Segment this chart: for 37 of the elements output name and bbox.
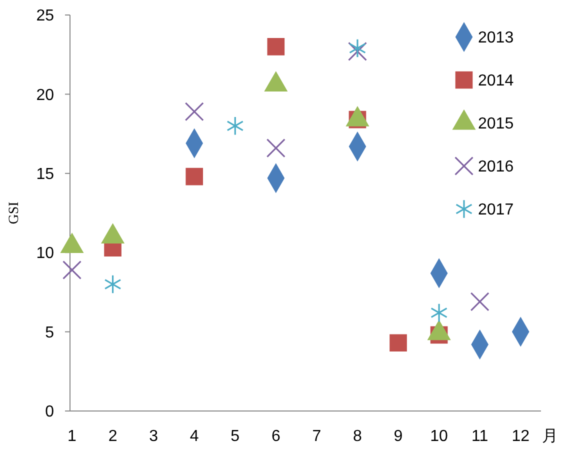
point — [266, 138, 286, 158]
y-tick-label: 20 — [36, 86, 54, 104]
legend-label: 2014 — [478, 72, 514, 90]
x-tick-label: 2 — [108, 428, 118, 445]
y-tick-label: 0 — [45, 404, 54, 421]
x-tick-label: 8 — [353, 428, 362, 445]
point — [186, 168, 204, 186]
y-tick-label: 5 — [45, 324, 54, 342]
point — [226, 116, 244, 136]
x-tick-label: 11 — [472, 428, 488, 445]
x-tick-label: 6 — [271, 428, 280, 445]
y-tick-label: 10 — [36, 245, 54, 262]
y-tick-label: 15 — [36, 166, 54, 183]
x-tick-label: 12 — [512, 428, 530, 445]
x-tick-label: 9 — [394, 428, 403, 445]
legend-label: 2013 — [478, 30, 514, 47]
point — [348, 42, 367, 61]
legend-label: 2015 — [478, 116, 514, 133]
legend-label: 2017 — [478, 202, 514, 219]
point — [430, 303, 448, 322]
point — [184, 102, 204, 122]
x-tick-label: 4 — [190, 428, 199, 445]
x-tick-label: 5 — [230, 428, 240, 445]
legend-label: 2016 — [478, 158, 514, 176]
y-tick-label: 25 — [36, 8, 54, 25]
x-tick-label: 1 — [68, 428, 77, 445]
point — [390, 334, 407, 352]
x-tick-label: 7 — [312, 428, 322, 445]
x-tick-label: 3 — [149, 428, 158, 445]
point — [470, 292, 490, 312]
y-axis-title: GSI — [7, 201, 22, 224]
x-tick-label: 10 — [430, 428, 448, 445]
point — [267, 38, 285, 56]
point — [104, 274, 122, 294]
point — [62, 260, 82, 280]
x-axis-title: 月 — [542, 428, 558, 445]
point — [348, 38, 366, 58]
